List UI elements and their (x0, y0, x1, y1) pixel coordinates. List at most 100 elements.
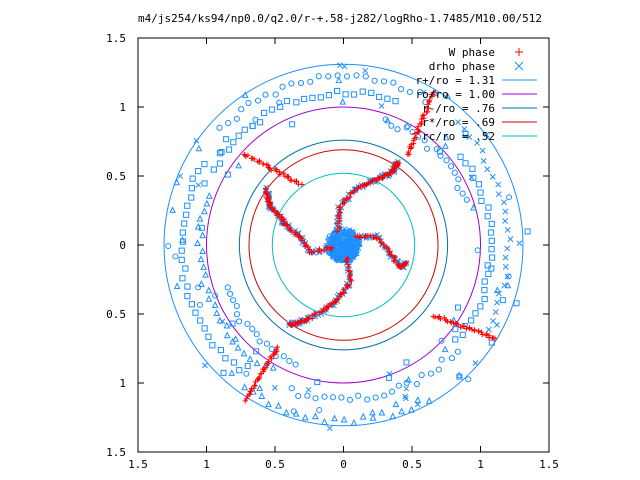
drho-point (301, 95, 308, 103)
drho-point (184, 292, 191, 300)
drho-point (413, 380, 420, 388)
drho-point (435, 366, 442, 373)
drho-point (263, 340, 271, 347)
drho-point (369, 413, 377, 421)
drho-point (462, 160, 469, 167)
w-phase-point (281, 170, 287, 176)
drho-point (463, 196, 470, 203)
w-phase-point (478, 329, 485, 335)
drho-point (338, 394, 345, 401)
drho-point (392, 400, 400, 408)
drho-point (315, 73, 322, 80)
drho-point (477, 189, 484, 196)
drho-point (210, 166, 217, 173)
drho-point (217, 346, 225, 354)
x-tick-label: 1.5 (539, 458, 559, 471)
drho-point (224, 284, 231, 291)
drho-point (321, 393, 328, 400)
drho-point (501, 199, 507, 206)
drho-point (198, 224, 205, 231)
drho-point (494, 299, 501, 306)
w-phase-point (285, 174, 292, 180)
drho-point (350, 91, 358, 98)
drho-point (385, 374, 392, 381)
w-phase-point (402, 260, 409, 267)
drho-point (436, 148, 443, 155)
w-phase-point (256, 374, 262, 380)
drho-point (348, 244, 354, 250)
drho-point (241, 91, 249, 98)
drho-point (295, 392, 302, 400)
drho-point (388, 388, 396, 395)
drho-point (406, 88, 413, 96)
drho-point (235, 318, 243, 325)
y-tick-label: 0 (119, 239, 126, 252)
wphase-layer (241, 89, 498, 404)
drho-point (179, 236, 186, 243)
drho-point (485, 326, 492, 333)
drho-point (238, 106, 245, 113)
w-phase-point (336, 224, 342, 230)
drho-point (488, 246, 495, 253)
drho-point (372, 394, 379, 401)
drho-point (241, 383, 249, 391)
drho-point (269, 363, 277, 371)
drho-point (470, 203, 477, 211)
radius-circle (206, 106, 481, 384)
drho-point (256, 338, 263, 345)
drho-point (205, 192, 213, 199)
drho-point (465, 376, 472, 383)
drho-point (392, 98, 399, 105)
drho-point (362, 73, 369, 80)
w-phase-point (391, 258, 397, 264)
drho-point (195, 284, 202, 291)
drho-point (181, 220, 188, 227)
drho-point (481, 295, 488, 303)
drho-point (340, 415, 348, 423)
drho-point (195, 144, 203, 152)
drho-point (219, 318, 226, 325)
drho-point (427, 370, 435, 377)
drho-point (504, 273, 511, 280)
drho-point (444, 92, 451, 99)
drho-point (454, 304, 461, 311)
drho-point (331, 414, 338, 422)
drho-point (179, 275, 186, 282)
drho-point (454, 348, 461, 355)
drho-point (388, 122, 395, 129)
w-phase-point (260, 369, 267, 375)
w-phase-point (334, 220, 340, 226)
y-tick-label: 0.5 (106, 308, 126, 321)
drho-point (325, 91, 333, 99)
w-phase-point (346, 274, 353, 280)
drho-point (179, 229, 186, 236)
w-phase-point (450, 320, 457, 326)
w-phase-point (265, 359, 272, 365)
drho-point (442, 142, 449, 149)
drho-point (211, 301, 219, 308)
drho-point (271, 384, 278, 391)
drho-point (279, 83, 286, 90)
drho-point (199, 247, 207, 255)
drho-point (196, 301, 203, 308)
drho-point (480, 157, 487, 164)
drho-point (229, 320, 236, 327)
drho-point (477, 303, 484, 310)
x-tick-label: 0 (340, 458, 347, 471)
w-phase-point (376, 236, 383, 242)
drho-point (474, 139, 481, 146)
radius-circle (248, 149, 439, 341)
drho-point (459, 190, 466, 197)
drho-point (404, 123, 411, 130)
drho-point (342, 91, 349, 98)
w-phase-point (287, 225, 293, 231)
drho-point (418, 371, 425, 379)
drho-point (371, 77, 378, 84)
w-phase-point (483, 332, 489, 338)
drho-point (484, 262, 491, 269)
drho-point (455, 119, 461, 126)
drho-point (349, 252, 356, 259)
drho-point (233, 302, 240, 310)
drho-point (223, 331, 231, 339)
w-phase-point (268, 167, 274, 174)
